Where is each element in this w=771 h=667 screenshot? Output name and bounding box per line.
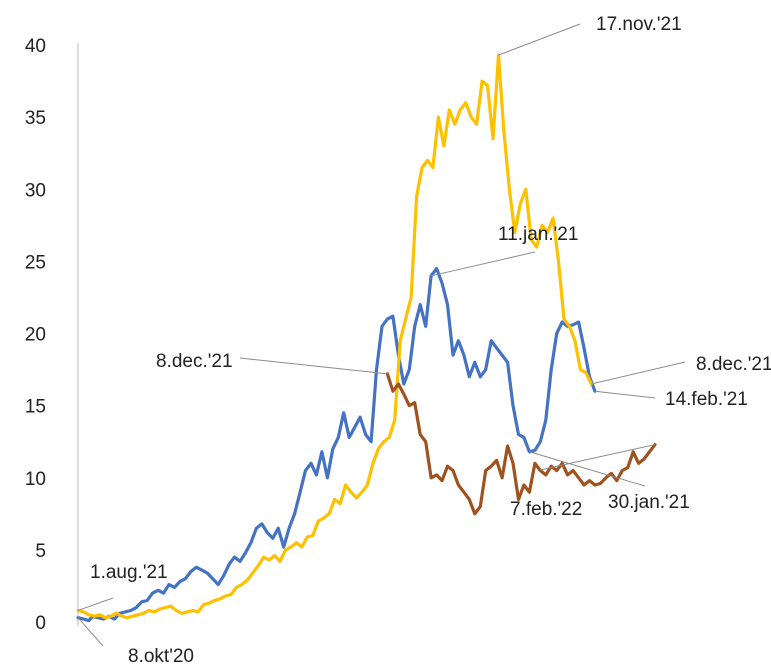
annotation-label: 30.jan.'21 — [608, 492, 690, 513]
annotation-label: 8.dec.'21 — [696, 354, 771, 375]
y-tick-label: 35 — [25, 108, 46, 129]
annotation-leader — [540, 445, 655, 470]
y-tick-label: 0 — [35, 613, 46, 634]
annotation-leader — [498, 24, 580, 55]
y-tick-label: 15 — [25, 397, 46, 418]
annotation-leader — [78, 598, 113, 610]
y-axis: 0 5 10 15 20 25 30 35 40 — [25, 36, 78, 634]
annotation-layer: 8.okt'20 11.jan.'21 30.jan.'21 14.feb.'21 1.… — [78, 14, 771, 667]
annotation-leader — [240, 358, 387, 374]
annotation-label: 1.aug.'21 — [90, 562, 168, 583]
series-layer — [78, 55, 655, 621]
annotation-label: 7.feb.'22 — [510, 499, 582, 520]
series-line-wave_aug21 — [78, 55, 591, 618]
y-tick-label: 5 — [35, 541, 46, 562]
annotation-label: 11.jan.'21 — [498, 224, 578, 245]
y-tick-label: 10 — [25, 469, 46, 490]
annotation-leader — [431, 252, 535, 276]
annotation-leader — [595, 391, 655, 398]
annotation-label: 8.dec.'21 — [156, 351, 233, 372]
y-tick-label: 25 — [25, 252, 46, 273]
annotation-label: 8.okt'20 — [128, 646, 194, 667]
annotation-label: 17.nov.'21 — [596, 14, 682, 35]
annotation-leader — [78, 618, 103, 646]
y-tick-label: 20 — [25, 325, 46, 346]
y-tick-label: 40 — [25, 36, 46, 57]
annotation-label: 14.feb.'21 — [665, 389, 748, 410]
y-tick-label: 30 — [25, 180, 46, 201]
annotation-leader — [591, 362, 685, 384]
